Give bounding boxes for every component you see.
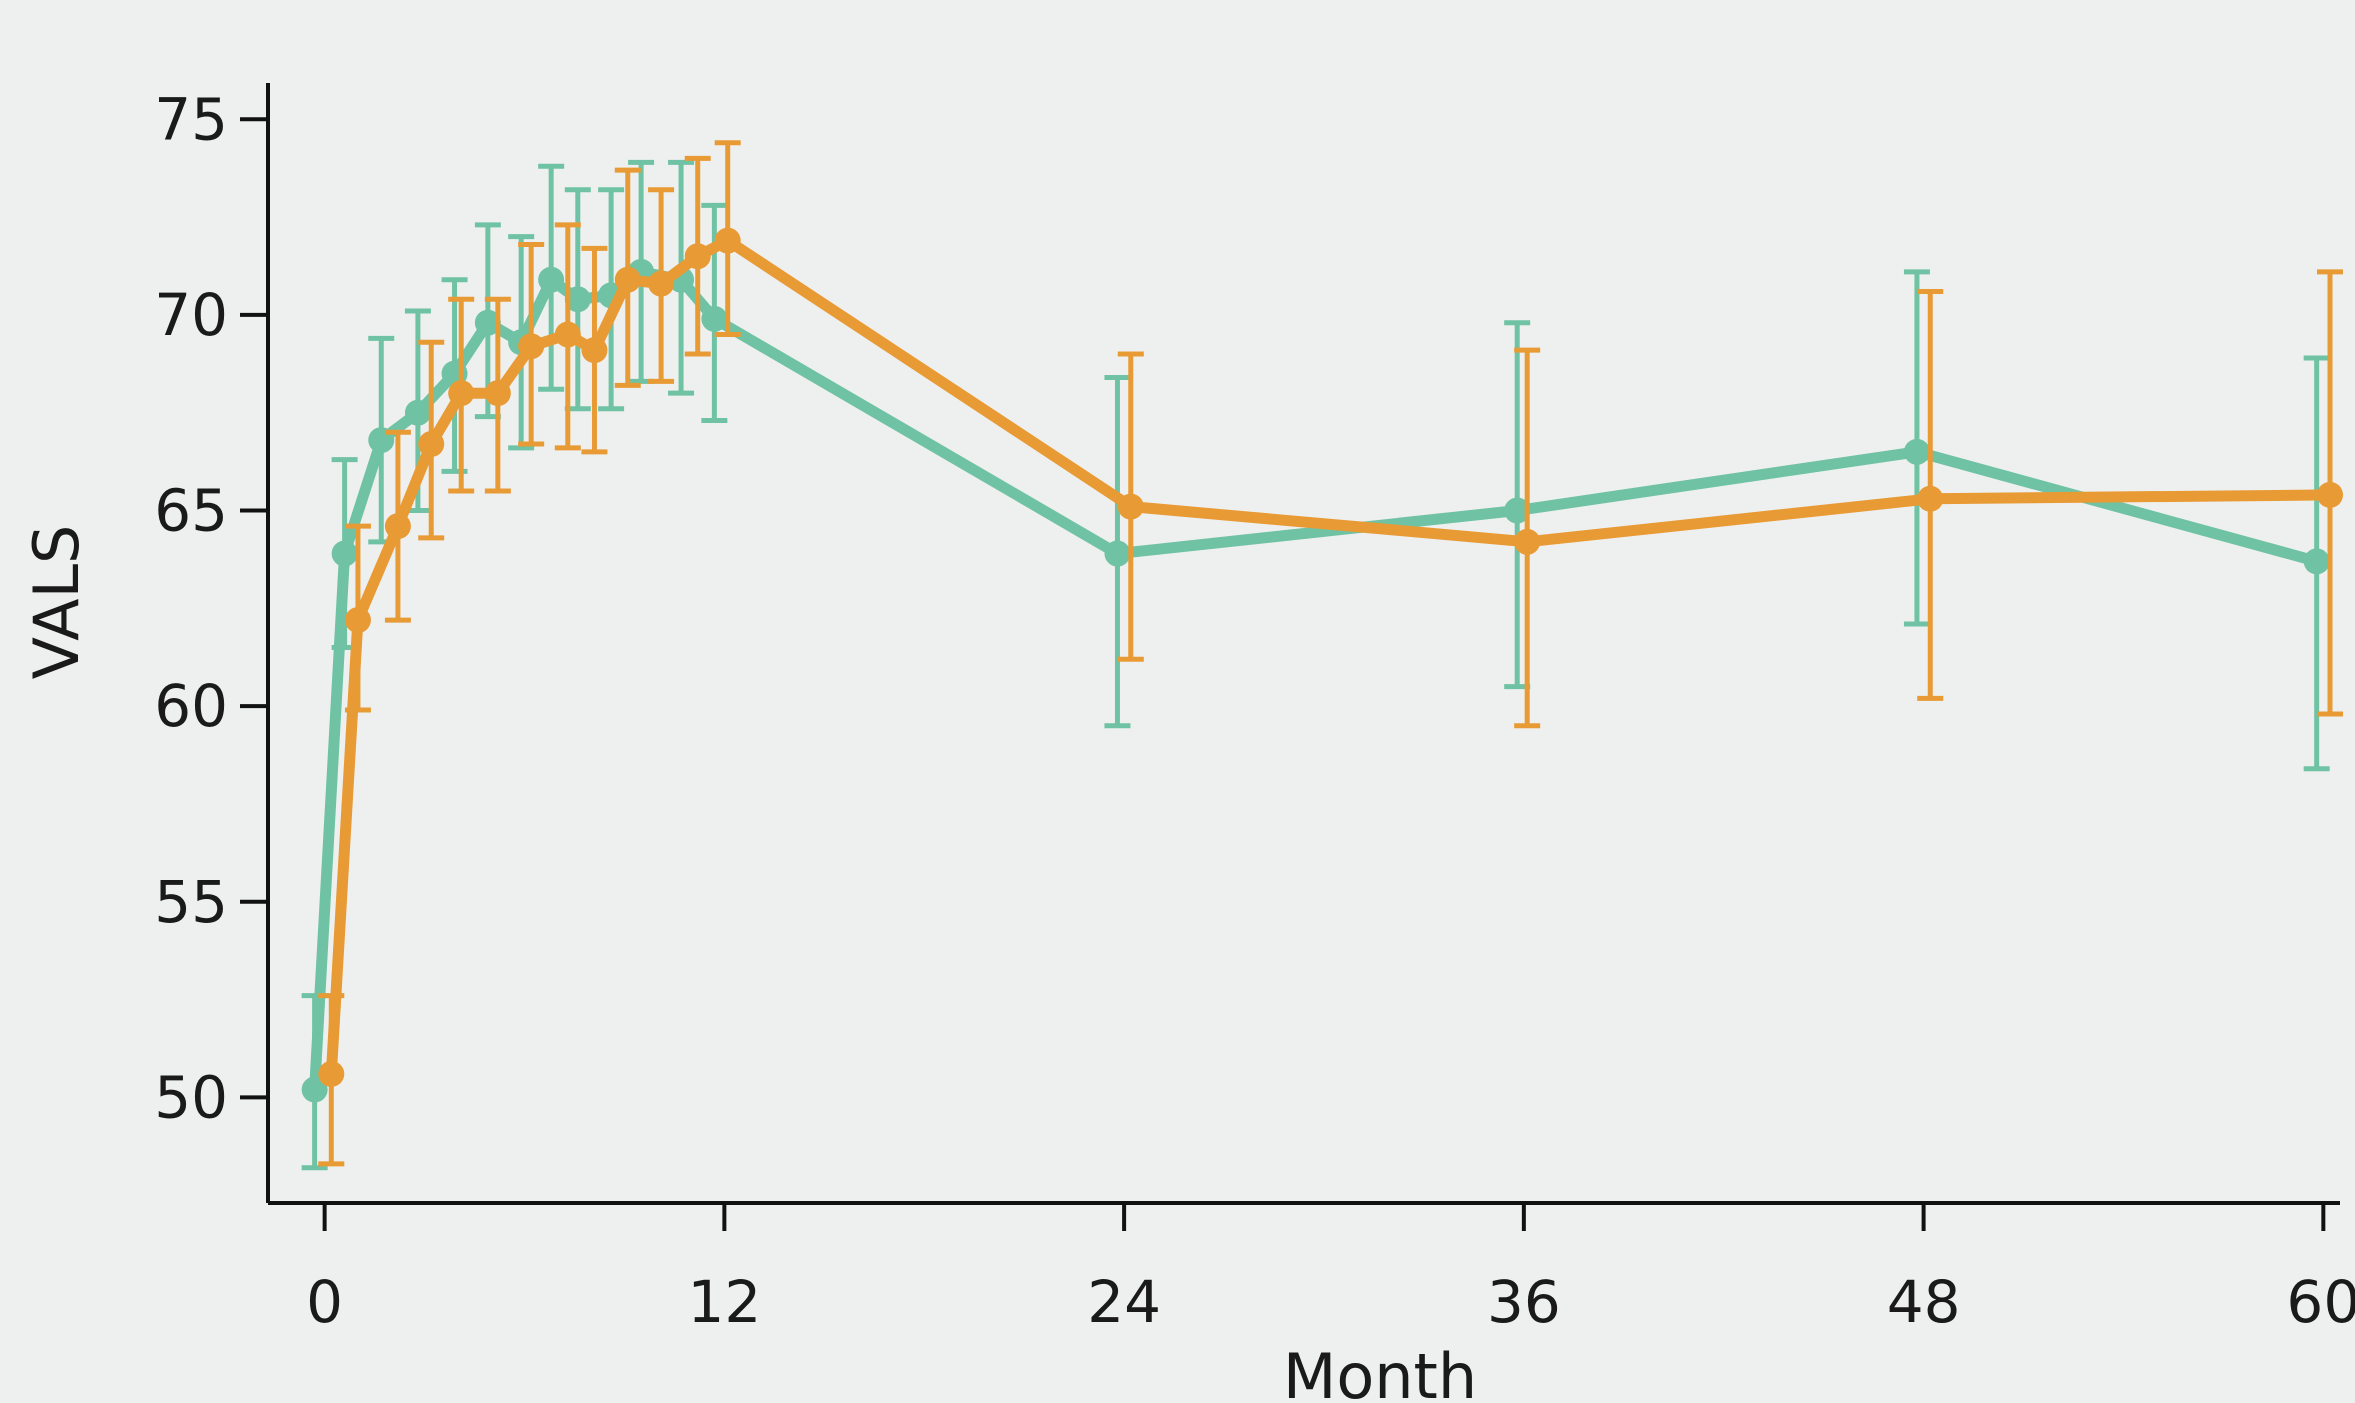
data-point [684,243,711,270]
data-point [2303,548,2330,575]
x-tick-label: 48 [1887,1268,1961,1336]
y-tick-label: 60 [154,672,228,740]
series-2 [318,140,2343,1167]
y-ticks: 50 55 60 65 70 75 [154,85,268,1131]
data-point [564,286,591,313]
data-point [484,380,511,407]
y-tick-label: 55 [154,868,228,936]
data-point [1514,528,1541,555]
data-point [474,309,501,336]
series-layer [301,140,2343,1171]
x-tick-label: 60 [2286,1268,2355,1336]
x-tick-label: 24 [1087,1268,1161,1336]
data-point [701,305,728,332]
x-tick-label: 0 [306,1268,343,1336]
y-axis-title: VALS [20,525,93,680]
data-point [301,1076,328,1103]
y-tick-label: 50 [154,1063,228,1131]
y-tick-label: 65 [154,477,228,545]
data-point [714,227,741,254]
series-line [325,235,2336,1080]
data-point [344,607,371,634]
data-point [518,333,545,360]
data-point [404,399,431,426]
data-point [648,270,675,297]
data-point [418,431,445,458]
data-point [318,1060,345,1087]
series-line [309,266,2323,1095]
data-point [538,266,565,293]
data-point [614,266,641,293]
x-axis-title: Month [1283,1340,1477,1403]
x-tick-label: 12 [687,1268,761,1336]
data-point [2317,481,2343,508]
data-point [384,513,411,540]
data-point [1903,438,1930,465]
data-point [1104,540,1131,567]
data-point [1917,485,1944,512]
series-1 [301,159,2330,1171]
data-point [331,540,358,567]
y-tick-label: 70 [154,281,228,349]
axes-layer: 50 55 60 65 70 75 0 12 24 36 48 60 [154,83,2355,1336]
data-point [554,321,581,348]
x-ticks: 0 12 24 36 48 60 [306,1203,2355,1336]
data-point [1504,497,1531,524]
x-tick-label: 36 [1487,1268,1561,1336]
y-tick-label: 75 [154,85,228,153]
data-point [581,337,608,364]
data-point [1117,493,1144,520]
data-point [448,380,475,407]
